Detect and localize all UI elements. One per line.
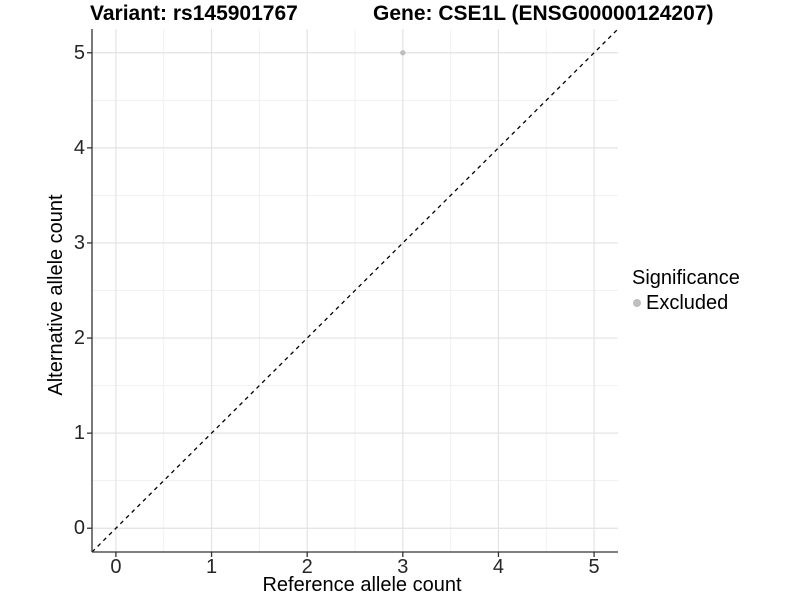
- y-tick-label: 5: [73, 41, 85, 64]
- x-tick-label: 1: [205, 556, 218, 578]
- plot-title-variant: Variant: rs145901767: [90, 2, 298, 25]
- legend-marker-circle-icon: [633, 299, 641, 307]
- x-tick-label: 0: [110, 556, 122, 578]
- plot-title-gene: Gene: CSE1L (ENSG00000124207): [373, 2, 714, 25]
- legend-item-excluded: Excluded: [632, 291, 797, 315]
- y-tick-label: 2: [73, 327, 85, 350]
- x-tick-label: 4: [492, 556, 505, 578]
- x-tick-label: 3: [397, 556, 409, 578]
- y-tick-label: 4: [73, 136, 85, 159]
- legend-title: Significance: [632, 267, 740, 289]
- y-tick-label: 3: [73, 231, 85, 254]
- y-axis-title: Alternative allele count: [45, 194, 67, 396]
- y-tick-label: 0: [73, 517, 85, 540]
- identity-dashed-line: [91, 28, 619, 553]
- data-point: [400, 50, 406, 56]
- legend-item-label: Excluded: [646, 292, 729, 314]
- x-tick-label: 5: [588, 556, 600, 578]
- x-axis-title: Reference allele count: [262, 574, 462, 596]
- x-tick-label: 2: [301, 556, 313, 578]
- legend: Significance Excluded: [632, 266, 797, 315]
- y-tick-label: 1: [73, 422, 85, 445]
